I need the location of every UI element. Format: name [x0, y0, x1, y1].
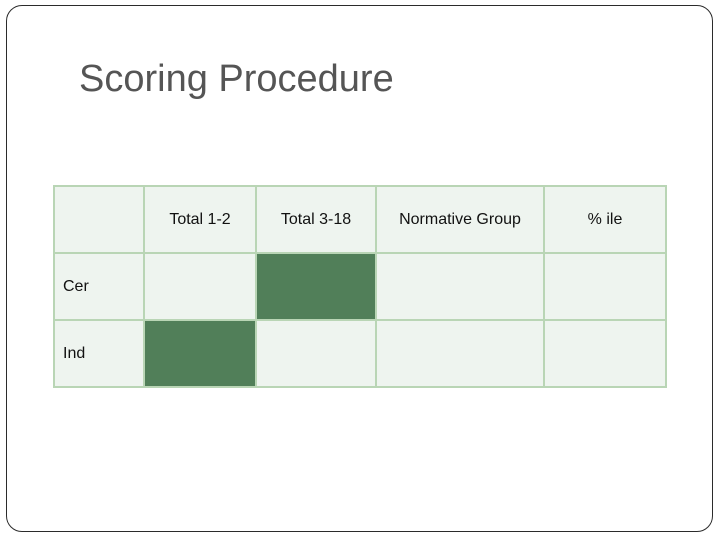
table-row: Ind	[53, 319, 667, 388]
row-label-ind: Ind	[53, 319, 145, 388]
table-cell	[543, 252, 667, 321]
table-cell	[375, 252, 545, 321]
header-cell-total-3-18: Total 3-18	[255, 185, 377, 254]
scoring-table: Total 1-2 Total 3-18 Normative Group % i…	[53, 185, 667, 388]
header-cell-empty	[53, 185, 145, 254]
header-cell-percentile: % ile	[543, 185, 667, 254]
table-row: Cer	[53, 252, 667, 321]
header-cell-total-1-2: Total 1-2	[143, 185, 257, 254]
table-cell	[143, 252, 257, 321]
table-cell-filled	[143, 319, 257, 388]
table-cell	[543, 319, 667, 388]
table-header-row: Total 1-2 Total 3-18 Normative Group % i…	[53, 185, 667, 254]
row-label-cer: Cer	[53, 252, 145, 321]
table-cell-filled	[255, 252, 377, 321]
table-cell	[255, 319, 377, 388]
table-cell	[375, 319, 545, 388]
header-cell-normative-group: Normative Group	[375, 185, 545, 254]
slide-title: Scoring Procedure	[79, 58, 394, 100]
